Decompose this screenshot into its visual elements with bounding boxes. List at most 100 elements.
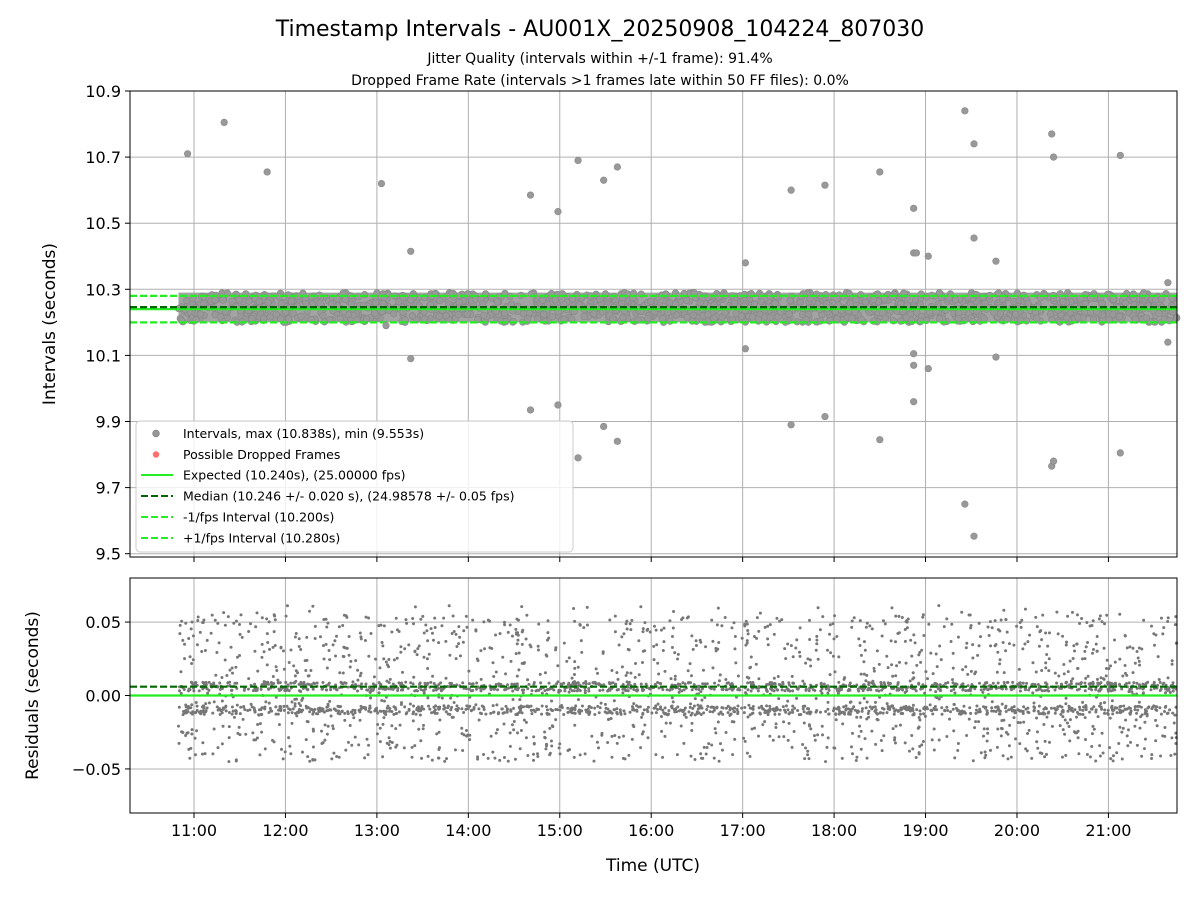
y-tick-label: 0.00 <box>85 687 121 706</box>
residual-point <box>347 635 351 639</box>
residual-point <box>826 707 830 711</box>
residual-point <box>1084 737 1088 741</box>
residual-point <box>1009 688 1013 692</box>
residual-point <box>612 699 616 703</box>
residual-point <box>758 712 762 716</box>
residual-point <box>347 653 351 657</box>
residual-point <box>891 727 895 731</box>
residual-point <box>346 740 350 744</box>
residual-point <box>654 753 658 757</box>
residual-point <box>1168 708 1172 712</box>
interval-point <box>248 314 256 323</box>
interval-point <box>796 298 805 306</box>
residual-point <box>358 710 362 714</box>
residual-point <box>178 632 182 636</box>
residual-point <box>392 705 396 709</box>
residual-point <box>304 669 308 673</box>
residual-point <box>1000 727 1004 731</box>
residual-point <box>1075 613 1079 617</box>
residual-point <box>320 729 324 733</box>
residual-point <box>1075 642 1079 646</box>
residual-point <box>744 643 748 647</box>
residual-point <box>381 722 385 726</box>
residual-point <box>495 703 499 707</box>
residual-point <box>1142 747 1146 751</box>
interval-point <box>494 298 502 306</box>
residual-point <box>746 629 750 633</box>
interval-outlier-point <box>382 322 390 330</box>
residual-point <box>897 614 901 618</box>
interval-point <box>534 315 542 323</box>
residual-point <box>282 667 286 671</box>
residual-point <box>568 710 572 714</box>
residual-point <box>622 734 626 738</box>
residual-point <box>850 707 854 711</box>
residual-point <box>343 718 347 722</box>
residual-point <box>786 738 790 742</box>
residual-point <box>689 674 693 678</box>
residual-point <box>1026 640 1030 644</box>
residual-point <box>995 745 999 749</box>
residual-point <box>227 710 231 714</box>
residual-point <box>475 681 479 685</box>
residual-point <box>183 642 187 646</box>
residual-point <box>378 666 382 670</box>
residual-point <box>761 723 765 727</box>
residual-point <box>837 707 841 711</box>
residual-point <box>625 671 629 675</box>
residual-point <box>603 710 607 714</box>
residual-point <box>807 723 811 727</box>
residual-point <box>526 678 530 682</box>
residual-point <box>464 728 468 732</box>
residual-point <box>913 687 917 691</box>
residual-point <box>927 622 931 626</box>
residual-point <box>691 707 695 711</box>
residual-point <box>937 604 941 608</box>
residual-point <box>528 643 532 647</box>
residual-point <box>624 688 628 692</box>
residual-point <box>977 621 981 625</box>
residual-point <box>238 622 242 626</box>
residual-point <box>740 706 744 710</box>
residual-point <box>418 713 422 717</box>
residual-point <box>864 679 868 683</box>
residual-point <box>331 643 335 647</box>
residual-point <box>791 655 795 659</box>
residual-point <box>1123 663 1127 667</box>
residual-point <box>684 715 688 719</box>
residual-point <box>728 713 732 717</box>
residual-point <box>1137 659 1141 663</box>
residual-point <box>450 705 454 709</box>
residual-point <box>276 678 280 682</box>
residual-point <box>430 758 434 762</box>
residual-point <box>1081 713 1085 717</box>
residual-point <box>890 704 894 708</box>
residual-point <box>408 702 412 706</box>
residual-point <box>763 709 767 713</box>
residual-point <box>1064 681 1068 685</box>
residual-point <box>911 708 915 712</box>
residual-point <box>999 618 1003 622</box>
interval-point <box>673 311 681 319</box>
interval-point <box>455 298 463 306</box>
residual-point <box>200 752 204 756</box>
residual-point <box>1004 710 1008 714</box>
residual-point <box>182 687 186 691</box>
residual-point <box>1146 680 1150 684</box>
residual-point <box>1075 731 1079 735</box>
residual-point <box>855 755 859 759</box>
interval-point <box>395 297 403 306</box>
residual-point <box>895 664 899 668</box>
interval-outlier-point <box>407 247 415 255</box>
residual-point <box>479 649 483 653</box>
residual-point <box>956 742 960 746</box>
residual-point <box>474 629 478 633</box>
residual-point <box>988 748 992 752</box>
residual-point <box>877 662 881 666</box>
residual-point <box>918 718 922 722</box>
residual-point <box>338 671 342 675</box>
interval-point <box>1024 299 1032 307</box>
residual-point <box>661 648 665 652</box>
residual-point <box>624 674 628 678</box>
residual-point <box>939 658 943 662</box>
